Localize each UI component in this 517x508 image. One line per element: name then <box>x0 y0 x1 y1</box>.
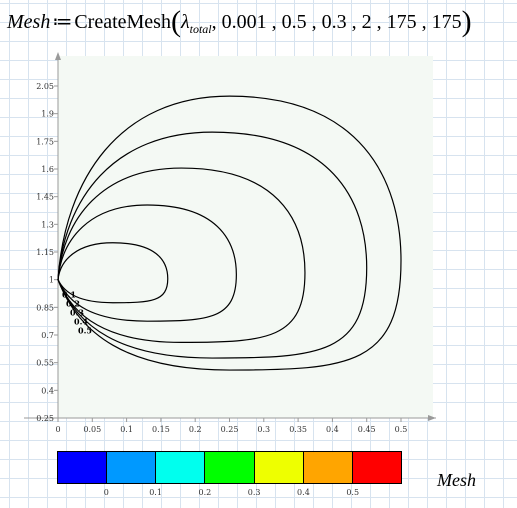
contour-labels: 0.10.20.30.40.5 <box>62 290 92 336</box>
plot-axes: 2.05 1.9 1.75 1.6 1.45 1.3 1.15 1 0.85 0.7 0.55 0.4… <box>24 52 436 434</box>
plot-background <box>58 56 433 418</box>
y-tick-label: 1.9 <box>41 110 54 119</box>
y-axis-arrow <box>55 52 61 60</box>
colorbar-swatch <box>156 452 206 483</box>
contour-line <box>57 242 169 304</box>
colorbar-tick-label: 0.3 <box>247 488 261 497</box>
x-tick-label: 0.35 <box>289 425 307 434</box>
contour-line <box>57 95 402 371</box>
colorbar-label: Mesh <box>437 470 476 490</box>
contour-label: 0.1 <box>62 290 76 300</box>
plot-svg: 2.05 1.9 1.75 1.6 1.45 1.3 1.15 1 0.85 0.7 0.55 0.4… <box>24 52 436 434</box>
x-axis-arrow <box>428 415 436 421</box>
colorbar-swatch <box>303 452 353 483</box>
colorbar-tick-label: 0.2 <box>198 488 212 497</box>
colorbar-swatch <box>107 452 157 483</box>
x-tick-label: 0.2 <box>189 425 202 434</box>
y-tick-label: 1.15 <box>36 248 54 257</box>
x-tick-label: 0.15 <box>152 425 170 434</box>
y-tick-label: 1.45 <box>36 193 54 202</box>
contour-label: 0.2 <box>66 299 80 309</box>
formula-variable: Mesh <box>7 11 51 33</box>
y-tick-label: 2.05 <box>36 82 54 91</box>
x-tick-label: 0.45 <box>358 425 376 434</box>
colorbar <box>57 451 402 484</box>
y-tick-label: 0.4 <box>41 386 54 395</box>
colorbar-swatch <box>58 452 108 483</box>
contour-line <box>57 204 237 322</box>
colorbar-ticks: 0 0.1 0.2 0.3 0.4 0.5 <box>0 486 517 502</box>
x-tick-label: 0.5 <box>395 425 408 434</box>
x-tick-label: 0.4 <box>326 425 339 434</box>
colorbar-swatch <box>205 452 255 483</box>
lambda-subscript: total <box>189 22 212 36</box>
plot-curves <box>57 95 402 371</box>
y-tick-label: 0.7 <box>41 331 54 340</box>
colorbar-tick-label: 0.4 <box>297 488 310 497</box>
y-tick-label: 1.3 <box>41 220 54 229</box>
mesh-plot[interactable]: 2.05 1.9 1.75 1.6 1.45 1.3 1.15 1 0.85 0.7 0.55 0.4… <box>0 46 517 441</box>
y-tick-label: 0.55 <box>36 359 54 368</box>
close-paren: ) <box>461 5 472 38</box>
contour-label: 0.4 <box>74 317 88 327</box>
colorbar-tick-label: 0.5 <box>346 488 360 497</box>
colorbar-swatch <box>352 452 401 483</box>
colorbar-swatch <box>254 452 304 483</box>
formula-function: CreateMesh <box>74 11 171 33</box>
y-tick-label: 0.85 <box>36 303 54 312</box>
y-tick-label: 1 <box>49 276 54 285</box>
formula-args: , 0.001 , 0.5 , 0.3 , 2 , 175 , 175 <box>211 11 462 33</box>
colorbar-tick-label: 0 <box>103 488 109 497</box>
x-tick-label: 0.1 <box>120 425 133 434</box>
lambda-symbol: λ <box>180 11 190 33</box>
y-tick-label: 1.6 <box>41 165 54 174</box>
y-tick-label: 0.25 <box>36 414 54 423</box>
open-paren: ( <box>170 5 181 38</box>
contour-label: 0.5 <box>78 326 92 336</box>
contour-label: 0.3 <box>70 308 84 318</box>
colorbar-tick-label: 0.1 <box>149 488 162 497</box>
assign-operator: ≔ <box>52 11 73 33</box>
x-tick-label: 0 <box>55 425 60 434</box>
contour-line <box>57 167 306 343</box>
mesh-formula[interactable]: Mesh ≔ CreateMesh(λtotal, 0.001 , 0.5 , 0.… <box>7 6 472 38</box>
contour-line <box>57 131 368 359</box>
x-tick-label: 0.25 <box>221 425 239 434</box>
y-tick-label: 1.75 <box>36 137 54 146</box>
x-tick-label: 0.05 <box>83 425 101 434</box>
x-tick-label: 0.3 <box>257 425 270 434</box>
